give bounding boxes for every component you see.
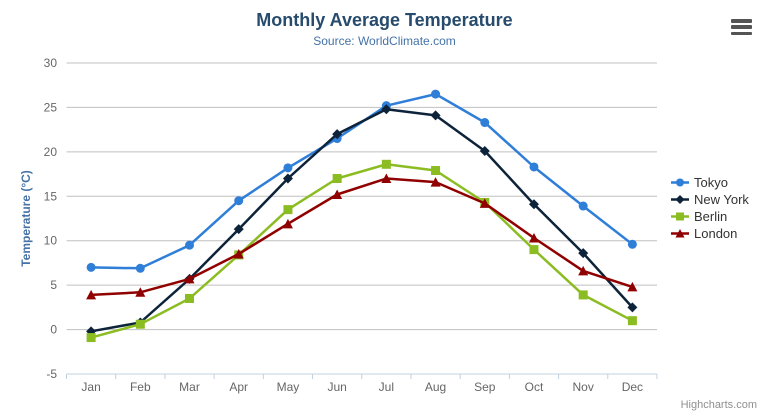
legend-symbol-tokyo [671,178,689,187]
series-tokyo[interactable] [86,89,637,273]
marker-square[interactable] [578,290,588,300]
marker-circle[interactable] [135,263,145,273]
marker-diamond[interactable] [381,104,392,115]
marker-diamond[interactable] [528,199,539,210]
marker-triangle[interactable] [430,177,441,187]
marker-square[interactable] [185,293,195,303]
hamburger-icon [731,31,752,35]
y-axis-title: Temperature (°C) [19,170,33,267]
x-axis-tick-label: Jul [379,380,394,394]
marker-diamond[interactable] [578,248,589,259]
marker-diamond[interactable] [479,145,490,156]
y-axis-tick-label: 25 [44,100,58,114]
marker-diamond[interactable] [430,110,441,121]
series-line-london[interactable] [89,177,634,297]
y-axis-tick-label: 10 [44,234,58,248]
x-axis-tick-label: May [277,380,300,394]
x-axis-tick-label: Jan [81,380,100,394]
legend-label-berlin: Berlin [694,209,728,224]
legend-label-tokyo: Tokyo [694,175,728,190]
marker-circle [676,178,684,187]
chart-title: Monthly Average Temperature [256,10,513,30]
x-axis-tick-label: Nov [573,380,594,394]
hamburger-icon [731,19,752,23]
marker-circle[interactable] [234,196,244,206]
y-axis-tick-label: 5 [50,278,57,292]
marker-triangle[interactable] [332,189,343,200]
credits-link[interactable]: Highcharts.com [680,399,757,411]
x-axis-tick-label: Mar [179,380,200,394]
marker-square[interactable] [135,319,145,329]
marker-circle[interactable] [185,240,195,250]
marker-circle[interactable] [86,262,96,272]
marker-square[interactable] [86,333,96,343]
marker-square[interactable] [529,245,539,255]
marker-circle[interactable] [480,118,490,128]
marker-triangle[interactable] [479,198,490,208]
legend-item-tokyo[interactable]: Tokyo [671,176,749,189]
y-axis-tick-label: -5 [46,367,57,381]
marker-diamond[interactable] [233,224,244,235]
series-line-tokyo[interactable] [89,92,634,270]
marker-triangle[interactable] [86,289,97,300]
legend: Tokyo New York Berlin London [671,176,749,240]
x-axis-tick-label: Oct [525,380,544,394]
marker-circle[interactable] [431,89,441,99]
marker-circle[interactable] [627,239,637,249]
x-axis-tick-label: Feb [130,380,151,394]
chart-subtitle: Source: WorldClimate.com [313,34,456,48]
marker-triangle[interactable] [233,249,244,259]
marker-circle[interactable] [578,201,588,211]
x-axis-tick-label: Jun [327,380,346,394]
marker-diamond[interactable] [627,302,638,313]
marker-square[interactable] [627,316,637,326]
x-axis-tick-label: Sep [474,380,496,394]
marker-square[interactable] [431,166,441,176]
marker-triangle [675,229,685,238]
marker-diamond [675,195,685,204]
series-london[interactable] [86,173,638,300]
marker-square[interactable] [381,159,391,169]
x-axis-tick-label: Aug [425,380,446,394]
marker-triangle[interactable] [282,218,293,229]
legend-item-london[interactable]: London [671,227,749,240]
marker-diamond[interactable] [282,173,293,184]
legend-label-london: London [694,226,738,241]
series-line-new-york[interactable] [89,107,634,333]
legend-symbol-berlin [671,212,689,221]
marker-triangle[interactable] [528,233,539,243]
x-axis-tick-label: Dec [622,380,643,394]
marker-triangle[interactable] [184,273,195,284]
y-axis-tick-label: 15 [44,189,58,203]
marker-triangle[interactable] [627,281,638,292]
legend-symbol-london [671,229,689,238]
marker-square [676,212,684,221]
hamburger-icon [731,25,752,29]
marker-triangle[interactable] [381,173,392,184]
marker-circle[interactable] [283,163,293,173]
y-axis-tick-label: 0 [50,323,57,337]
y-axis-tick-label: 30 [44,56,58,70]
export-menu-button[interactable] [731,19,753,35]
marker-diamond[interactable] [332,129,343,140]
marker-square[interactable] [332,174,342,184]
y-axis-tick-label: 20 [44,145,58,159]
series-new-york[interactable] [86,104,638,337]
legend-symbol-new-york [671,195,689,204]
marker-triangle[interactable] [135,287,146,297]
marker-triangle[interactable] [578,265,589,276]
x-axis-tick-label: Apr [229,380,248,394]
legend-item-new-york[interactable]: New York [671,193,749,206]
legend-item-berlin[interactable]: Berlin [671,210,749,223]
marker-circle[interactable] [529,162,539,172]
series-line-berlin[interactable] [89,163,634,339]
legend-label-new-york: New York [694,192,749,207]
marker-square[interactable] [283,205,293,215]
